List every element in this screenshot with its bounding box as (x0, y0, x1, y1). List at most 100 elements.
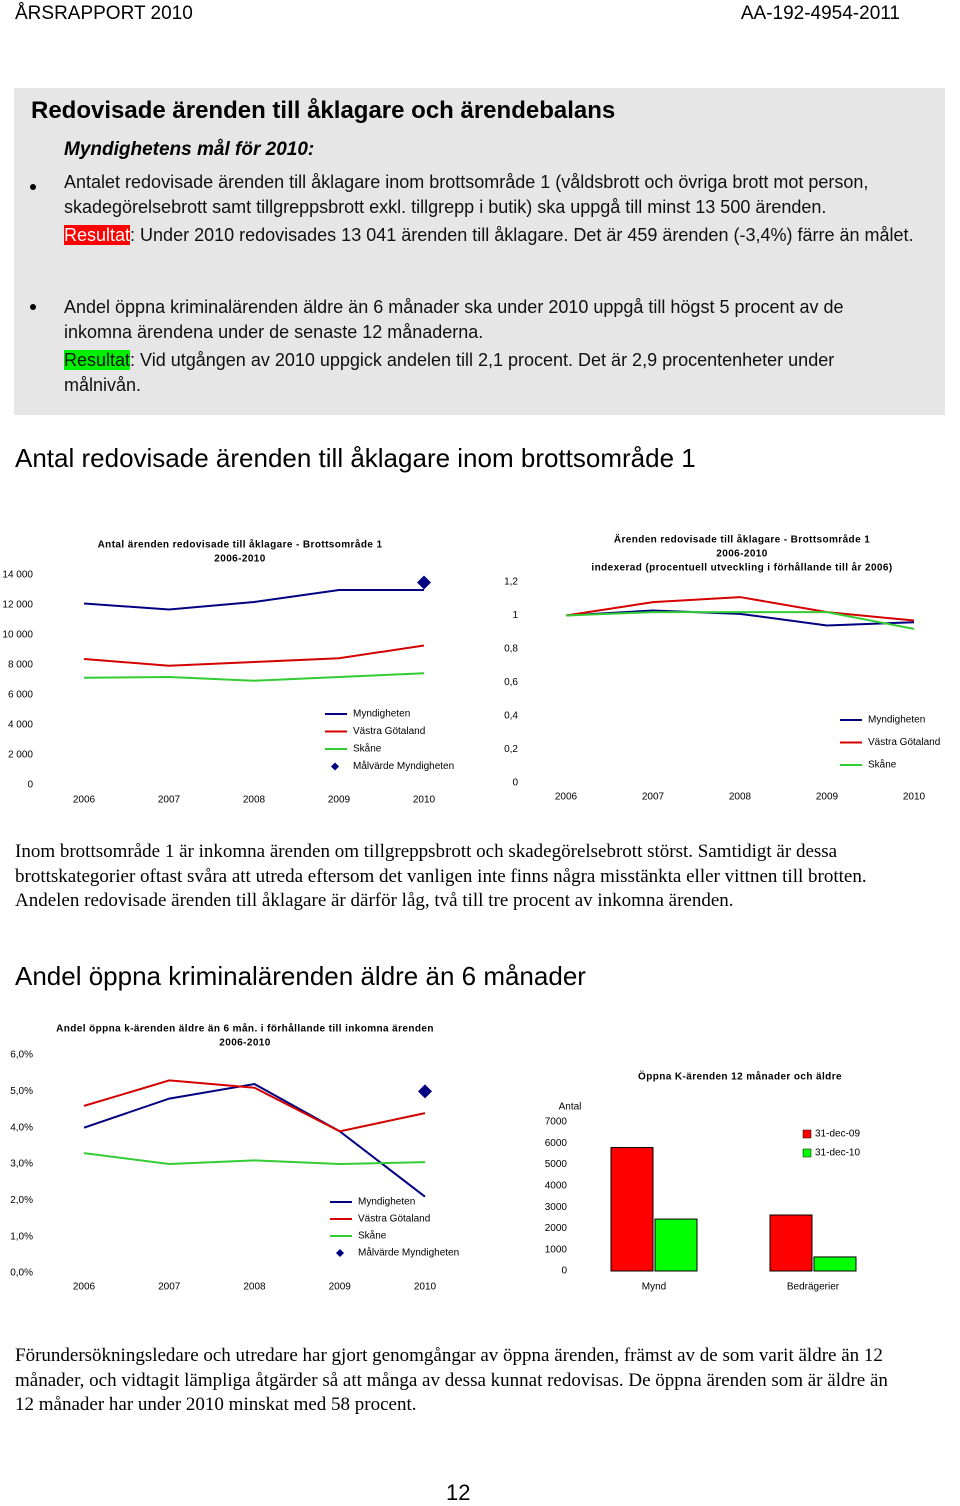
x-tick-label: 2009 (328, 795, 351, 806)
series-line (83, 1083, 426, 1198)
y-tick-label: 0,6 (504, 677, 518, 688)
bullet (30, 304, 36, 310)
x-tick-label: 2010 (903, 792, 926, 803)
y-tick-label: 4,0% (10, 1122, 33, 1133)
y-tick-label: 0 (512, 778, 518, 789)
y-tick-label: 5,0% (10, 1086, 33, 1097)
x-tick-label: 2008 (729, 792, 752, 803)
y-tick-label: 0,2 (504, 744, 518, 755)
goal-result: Resultat: Vid utgången av 2010 uppgick a… (64, 348, 914, 397)
legend-marker (331, 762, 339, 771)
chart-subtitle: 2006-2010 (716, 549, 767, 560)
x-tick-label: 2009 (816, 792, 839, 803)
x-tick-label: 2007 (642, 792, 665, 803)
goal-item: Antalet redovisade ärenden till åklagare… (64, 170, 914, 252)
chart-title: Ärenden redovisade till åklagare - Brott… (614, 533, 870, 546)
chart-title: Andel öppna k-ärenden äldre än 6 mån. i … (56, 1023, 434, 1035)
x-tick-label: 2010 (414, 1282, 437, 1293)
y-tick-label: 2,0% (10, 1195, 33, 1206)
chart-note: indexerad (procentuell utveckling i förh… (591, 562, 892, 574)
x-tick-label: 2010 (413, 795, 436, 806)
chart-title: Antal ärenden redovisade till åklagare -… (98, 539, 383, 551)
legend-label: Västra Götaland (358, 1214, 430, 1225)
goal-text: Andel öppna kriminalärenden äldre än 6 m… (64, 297, 844, 342)
goal-box (14, 88, 945, 415)
result-text: : Under 2010 redovisades 13 041 ärenden … (130, 225, 914, 245)
series-line (83, 1152, 426, 1166)
y-tick-label: 12 000 (2, 600, 33, 611)
series-line (83, 589, 424, 611)
bar (610, 1147, 654, 1272)
legend-label: Myndigheten (868, 715, 925, 726)
series-line (83, 1079, 426, 1133)
y-tick-label: 14 000 (2, 570, 33, 581)
x-tick-label: 2008 (243, 795, 266, 806)
series-line (565, 609, 915, 627)
page-number: 12 (446, 1480, 471, 1505)
series-line (565, 611, 915, 630)
x-tick-label: 2006 (73, 795, 96, 806)
paragraph: Inom brottsområde 1 är inkomna ärenden o… (15, 841, 867, 911)
y-tick-label: 2 000 (8, 750, 33, 761)
y-tick-label: 6 000 (8, 690, 33, 701)
legend-label: Målvärde Myndigheten (353, 760, 454, 772)
series-line (83, 644, 425, 667)
x-tick-label: 2006 (73, 1282, 96, 1293)
bar (813, 1256, 857, 1272)
legend-label: Målvärde Myndigheten (358, 1247, 459, 1259)
result-label: Resultat (64, 225, 131, 245)
y-tick-label: 4000 (545, 1180, 568, 1191)
y-tick-label: 1,2 (504, 577, 518, 588)
bar (654, 1218, 698, 1272)
series-line (565, 596, 915, 622)
goal-text: Antalet redovisade ärenden till åklagare… (64, 172, 869, 217)
bar (769, 1214, 813, 1272)
goal-subtitle: Myndighetens mål för 2010: (64, 139, 315, 160)
chart-subtitle: 2006-2010 (219, 1038, 270, 1049)
bullet (30, 184, 36, 190)
y-tick-label: 2000 (545, 1223, 568, 1234)
goal-result: Resultat: Under 2010 redovisades 13 041 … (64, 223, 914, 248)
y-tick-label: 6000 (545, 1138, 568, 1149)
header-right: AA-192-4954-2011 (740, 3, 900, 24)
chart-subtitle: 2006-2010 (214, 554, 265, 565)
y-tick-label: 8 000 (8, 660, 33, 671)
y-tick-label: 5000 (545, 1159, 568, 1170)
result-label: Resultat (64, 350, 131, 370)
chart-title: Öppna K-ärenden 12 månader och äldre (638, 1070, 842, 1083)
legend-label: Myndigheten (353, 709, 410, 720)
y-tick-label: 0,4 (504, 711, 518, 722)
legend-label: Västra Götaland (353, 726, 425, 737)
y-tick-label: 3,0% (10, 1159, 33, 1170)
series-line (83, 672, 425, 682)
y-tick-label: 0,0% (10, 1268, 33, 1279)
y-tick-label: 3000 (545, 1202, 568, 1213)
x-tick-label: 2008 (243, 1282, 266, 1293)
y-tick-label: 10 000 (2, 630, 33, 641)
y-tick-label: 1 (512, 610, 518, 621)
legend-label: Skåne (868, 759, 897, 771)
y-tick-label: 0,8 (504, 644, 518, 655)
y-tick-label: 0 (27, 780, 33, 791)
y-tick-label: 6,0% (10, 1050, 33, 1061)
y-tick-label: 1000 (545, 1244, 568, 1255)
legend-marker (336, 1249, 344, 1257)
x-tick-label: 2006 (555, 792, 578, 803)
x-tick-label: 2009 (329, 1282, 352, 1293)
paragraph: Förundersökningsledare och utredare har … (15, 1345, 888, 1415)
y-axis-label: Antal (559, 1102, 582, 1113)
target-marker (417, 575, 431, 590)
legend-label: Skåne (358, 1230, 387, 1242)
legend-swatch (802, 1148, 812, 1158)
goal-title: Redovisade ärenden till åklagare och äre… (31, 97, 616, 124)
legend-label: 31-dec-10 (815, 1148, 860, 1159)
header-left: ÅRSRAPPORT 2010 (15, 3, 193, 24)
x-tick-label: Bedrägerier (787, 1282, 840, 1293)
section-heading: Antal redovisade ärenden till åklagare i… (15, 443, 696, 473)
x-tick-label: 2007 (158, 795, 181, 806)
legend-label: Skåne (353, 743, 382, 755)
section-heading: Andel öppna kriminalärenden äldre än 6 m… (15, 961, 586, 991)
legend-label: 31-dec-09 (815, 1129, 860, 1140)
